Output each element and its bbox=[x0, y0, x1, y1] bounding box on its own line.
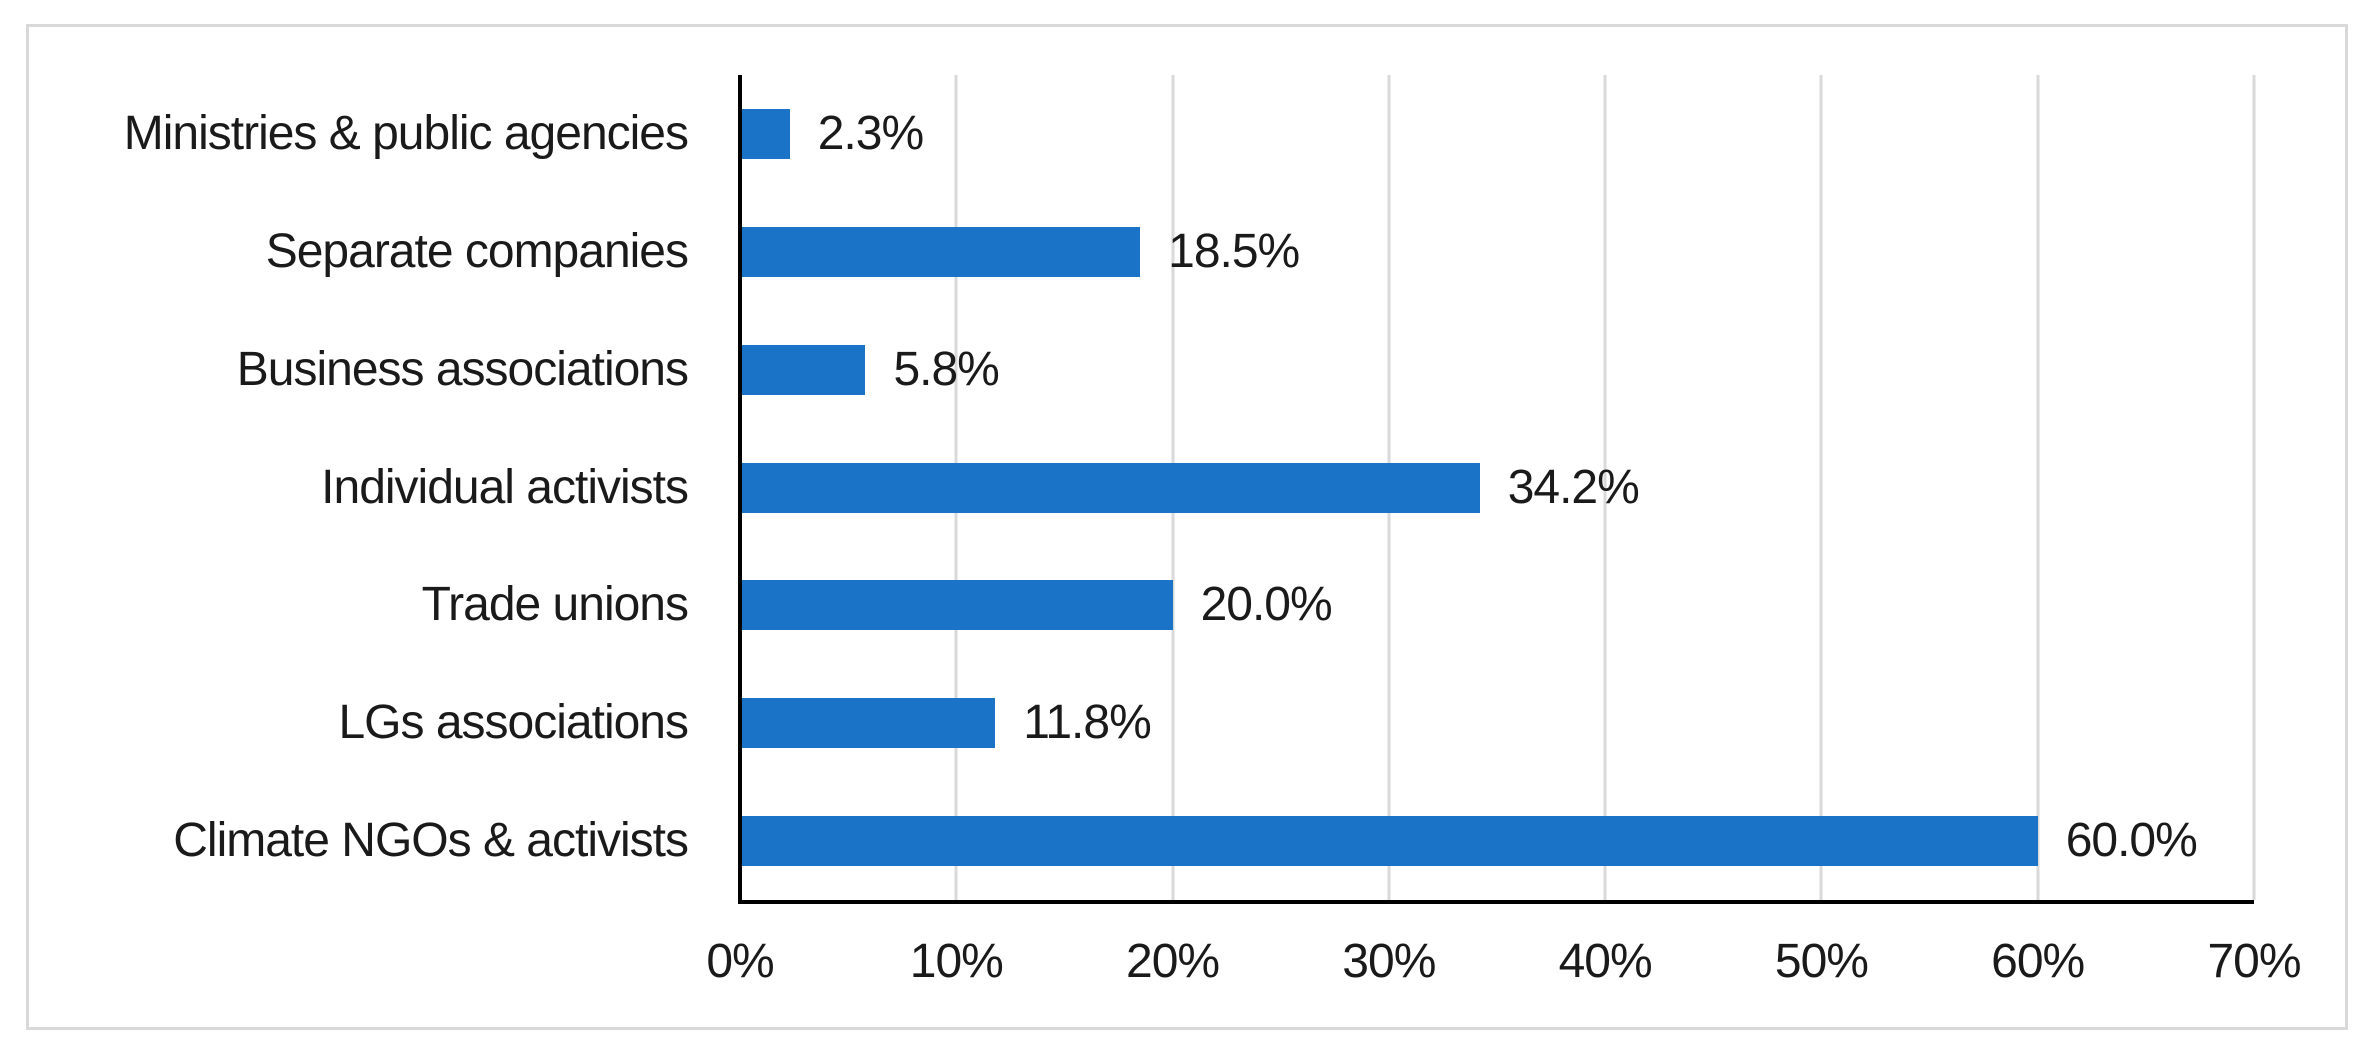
x-axis-tick-label: 70% bbox=[2207, 935, 2301, 988]
value-label: 18.5% bbox=[1168, 224, 1300, 278]
category-label: Ministries & public agencies bbox=[123, 106, 689, 160]
bar bbox=[740, 226, 1141, 277]
x-axis-tick-label: 30% bbox=[1342, 935, 1436, 988]
value-label: 60.0% bbox=[2065, 814, 2198, 868]
plot-area: Ministries & public agencies 2.3% Separate… bbox=[124, 75, 2302, 986]
x-axis-line bbox=[738, 900, 2254, 904]
bar bbox=[740, 108, 790, 159]
bar bbox=[740, 344, 866, 395]
x-axis-tick-label: 50% bbox=[1774, 935, 1869, 988]
gridline bbox=[1819, 75, 1823, 900]
x-axis-tick-label: 40% bbox=[1558, 935, 1653, 988]
bar bbox=[740, 462, 1480, 513]
bar-chart: Ministries & public agencies 2.3% Separate… bbox=[26, 24, 2348, 1030]
bar-row: Business associations 5.8% bbox=[237, 311, 2254, 429]
y-axis-line bbox=[738, 75, 742, 904]
bar-rows: Ministries & public agencies 2.3% Separate… bbox=[124, 75, 2254, 900]
x-axis-tick-label: 10% bbox=[909, 935, 1004, 988]
category-label: LGs associations bbox=[338, 696, 689, 750]
category-label: Separate companies bbox=[265, 224, 689, 278]
bar bbox=[740, 816, 2038, 867]
bar-row: Ministries & public agencies 2.3% bbox=[124, 75, 2254, 193]
category-label: Climate NGOs & activists bbox=[173, 814, 689, 868]
gridline bbox=[2036, 75, 2040, 900]
value-label: 5.8% bbox=[893, 342, 999, 396]
bar bbox=[740, 580, 1173, 631]
bar-row: Separate companies 18.5% bbox=[266, 193, 2254, 311]
x-axis-tick-label: 0% bbox=[706, 935, 774, 988]
bar-row: Trade unions 20.0% bbox=[422, 546, 2254, 664]
gridline bbox=[1603, 75, 1607, 900]
value-label: 11.8% bbox=[1023, 696, 1152, 750]
x-axis-tick-labels: 0% 10% 20% 30% 40% 50% 60% 70% bbox=[706, 935, 2301, 1008]
value-label: 2.3% bbox=[817, 106, 924, 160]
category-label: Trade unions bbox=[421, 578, 689, 632]
x-axis-tick-label: 20% bbox=[1126, 935, 1220, 988]
bar-row: Climate NGOs & activists 60.0% bbox=[173, 782, 2254, 900]
category-label: Business associations bbox=[236, 342, 689, 396]
category-label: Individual activists bbox=[321, 460, 689, 514]
gridline bbox=[2252, 75, 2256, 900]
bar-row: Individual activists 34.2% bbox=[321, 429, 2254, 547]
x-axis-tick-label: 60% bbox=[1991, 935, 2085, 988]
bar bbox=[740, 698, 996, 749]
value-label: 34.2% bbox=[1507, 460, 1640, 514]
bar-row: LGs associations 11.8% bbox=[338, 664, 2254, 782]
value-label: 20.0% bbox=[1200, 578, 1333, 632]
